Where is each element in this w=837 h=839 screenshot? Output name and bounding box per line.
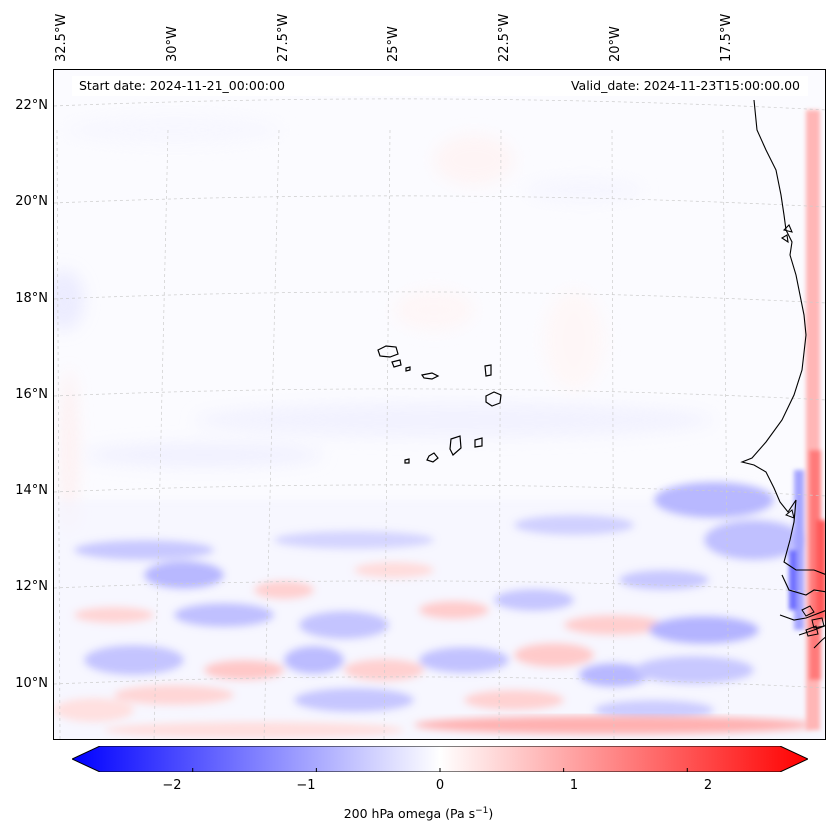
colorbar-title-close: ) [488,806,494,822]
omega-map [53,69,826,740]
lon-label-17-5w: 17.5°W [719,13,734,62]
lon-label-30w: 30°W [165,26,180,62]
colorbar-tick-1: 1 [569,778,579,793]
colorbar-tick-0: 0 [435,778,445,793]
lat-label-20n: 20°N [15,194,48,209]
lon-label-32-5w: 32.5°W [54,13,69,62]
start-date-label: Start date: 2024-11-21_00:00:00 [79,78,285,93]
cape-verde-islands [377,345,502,464]
lat-label-10n: 10°N [15,676,48,691]
colorbar-title-text: 200 hPa omega (Pa s [343,806,476,822]
lat-label-12n: 12°N [15,579,48,594]
colorbar-tick-2: 2 [703,778,713,793]
coastline [740,99,825,649]
lat-label-14n: 14°N [15,483,48,498]
colorbar-title: 200 hPa omega (Pa s−1) [0,806,837,821]
valid-date-label: Valid_date: 2024-11-23T15:00:00.00 [570,78,800,93]
lon-label-22-5w: 22.5°W [497,13,512,62]
date-header-bar [72,76,808,96]
omega-field [54,70,825,739]
colorbar-tick-neg2: −2 [162,778,182,793]
lat-label-18n: 18°N [15,291,48,306]
lon-label-27-5w: 27.5°W [276,13,291,62]
lon-label-25w: 25°W [386,26,401,62]
lon-label-20w: 20°W [608,26,623,62]
colorbar [72,746,808,772]
colorbar-tick-neg1: −1 [296,778,316,793]
colorbar-title-exponent: −1 [475,806,489,816]
lat-label-16n: 16°N [15,387,48,402]
lat-label-22n: 22°N [15,98,48,113]
